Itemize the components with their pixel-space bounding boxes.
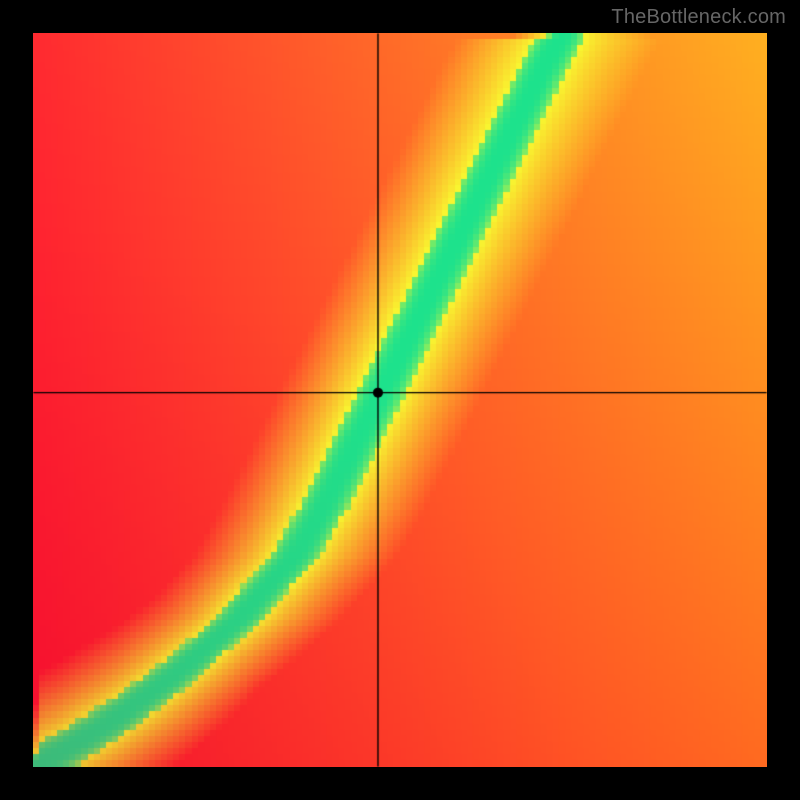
chart-container: TheBottleneck.com xyxy=(0,0,800,800)
watermark-text: TheBottleneck.com xyxy=(611,6,786,29)
heatmap-plot-area xyxy=(33,33,767,767)
heatmap-canvas xyxy=(33,33,767,767)
